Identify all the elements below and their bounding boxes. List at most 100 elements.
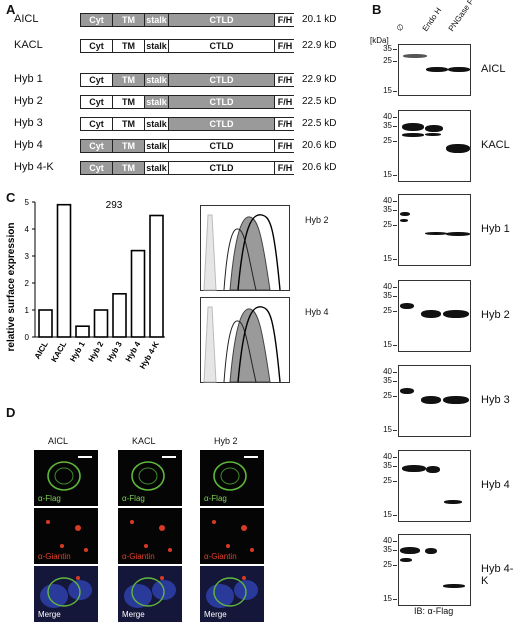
bar xyxy=(112,293,127,338)
micro-channel-label: Merge xyxy=(204,610,227,619)
molecular-weight: 22.5 kD xyxy=(302,118,337,129)
micrograph: Merge xyxy=(34,566,98,622)
blot-band xyxy=(401,464,426,472)
blot-label: AICL xyxy=(481,63,506,75)
blot-label: Hyb 1 xyxy=(481,223,510,235)
domain-segment: TM xyxy=(113,74,145,86)
blot-band xyxy=(401,132,424,137)
micrograph: α-Flag xyxy=(34,450,98,506)
mw-marker: 40 xyxy=(383,282,392,292)
mw-tick xyxy=(393,60,397,62)
mw-tick xyxy=(393,598,397,600)
mw-tick xyxy=(393,90,397,92)
molecular-weight: 22.9 kD xyxy=(302,40,337,51)
isotype-control xyxy=(203,214,217,291)
mw-tick xyxy=(393,125,397,127)
mw-tick xyxy=(393,258,397,260)
domain-segment: F/H xyxy=(275,74,295,86)
blot-band xyxy=(442,583,465,588)
blot-image xyxy=(398,365,471,437)
x-tick-label: AICL xyxy=(33,340,50,361)
domain-bar: Cyt TM stalk CTLD F/H xyxy=(80,161,295,175)
chart-title: 293 xyxy=(106,200,123,211)
mw-marker: 35 xyxy=(383,204,392,214)
mw-tick xyxy=(393,117,397,119)
construct-label: Hyb 4 xyxy=(14,139,43,151)
mw-tick xyxy=(393,549,397,551)
mw-marker: 15 xyxy=(383,339,392,349)
mw-tick xyxy=(393,49,397,51)
blot-band xyxy=(426,466,440,474)
mw-marker: 15 xyxy=(383,253,392,263)
mw-marker: 35 xyxy=(383,44,392,54)
domain-segment: TM xyxy=(113,14,145,26)
blot-band xyxy=(442,396,469,405)
micrograph: α-Flag xyxy=(200,450,264,506)
x-tick-label: Hyb 1 xyxy=(68,340,87,364)
x-tick-label: Hyb 2 xyxy=(87,340,106,364)
lane-header-endo-h: Endo H xyxy=(420,5,444,33)
mw-tick xyxy=(393,380,397,382)
domain-segment: F/H xyxy=(275,96,295,108)
domain-segment: CTLD xyxy=(169,140,275,152)
blot-band xyxy=(425,124,444,132)
outline-histogram xyxy=(237,306,281,383)
blot-image xyxy=(398,450,471,522)
surface-expression-chart: 293 relative surface expression 0 1 2 3 4 5 AI… xyxy=(6,198,165,371)
molecular-weight: 20.6 kD xyxy=(302,162,337,173)
y-tick-label: 0 xyxy=(25,333,30,342)
bar xyxy=(149,214,164,338)
bar xyxy=(75,325,90,338)
domain-segment: stalk xyxy=(145,14,169,26)
blot-image xyxy=(398,194,471,266)
blot-band xyxy=(420,396,441,405)
molecular-weight: 22.5 kD xyxy=(302,96,337,107)
domain-segment: stalk xyxy=(145,140,169,152)
mw-marker: 35 xyxy=(383,290,392,300)
blot-image xyxy=(398,44,471,96)
mw-marker: 40 xyxy=(383,452,392,462)
blot-band xyxy=(400,387,415,394)
lane-header-pngase-f: PNGase F xyxy=(446,0,476,33)
domain-segment: Cyt xyxy=(81,14,113,26)
domain-segment: TM xyxy=(113,140,145,152)
blot-label: Hyb 2 xyxy=(481,309,510,321)
blot-band xyxy=(400,302,415,309)
mw-marker: 15 xyxy=(383,424,392,434)
micro-channel-label: α-Flag xyxy=(38,494,61,503)
mw-tick xyxy=(393,310,397,312)
chart-ylabel: relative surface expression xyxy=(6,223,17,352)
domain-segment: CTLD xyxy=(169,40,275,52)
bar xyxy=(93,309,109,338)
panel-letter-b: B xyxy=(372,2,382,17)
domain-segment: F/H xyxy=(275,118,295,130)
histogram-label: Hyb 2 xyxy=(305,215,329,225)
mw-tick xyxy=(393,201,397,203)
mw-tick xyxy=(393,295,397,297)
domain-segment: Cyt xyxy=(81,96,113,108)
blot-band xyxy=(400,558,413,563)
mw-marker: 15 xyxy=(383,169,392,179)
domain-segment: F/H xyxy=(275,140,295,152)
blot-band xyxy=(400,212,411,217)
blot-image xyxy=(398,280,471,352)
mw-tick xyxy=(393,465,397,467)
domain-segment: stalk xyxy=(145,96,169,108)
domain-segment: F/H xyxy=(275,14,295,26)
construct-label: Hyb 3 xyxy=(14,117,43,129)
mw-tick xyxy=(393,287,397,289)
construct-label: AICL xyxy=(14,13,39,25)
mw-marker: 25 xyxy=(383,559,392,569)
blot-band xyxy=(401,123,424,132)
y-tick-label: 3 xyxy=(25,252,30,261)
blot-band xyxy=(446,144,471,154)
blot-footer: IB: α-Flag xyxy=(414,606,454,616)
mw-tick xyxy=(393,209,397,211)
construct-label: Hyb 2 xyxy=(14,95,43,107)
domain-bar: Cyt TM stalk CTLD F/H xyxy=(80,39,295,53)
mw-marker: 40 xyxy=(383,536,392,546)
blot-band xyxy=(442,309,469,318)
panel-letter-c: C xyxy=(6,190,16,205)
blot-image xyxy=(398,110,471,182)
blot-band xyxy=(424,547,437,554)
